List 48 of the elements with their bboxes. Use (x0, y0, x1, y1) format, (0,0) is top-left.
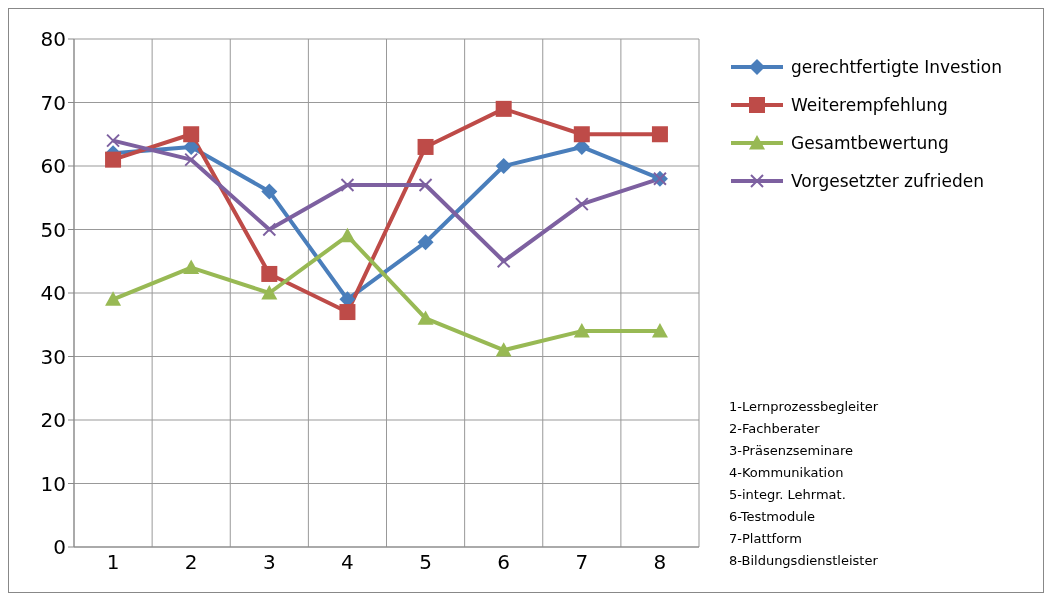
point (651, 126, 668, 143)
point (261, 265, 278, 282)
legend-label: Gesamtbewertung (791, 133, 949, 153)
point (651, 323, 668, 338)
y-tick-label: 10 (40, 471, 66, 496)
x-tick-label: 6 (497, 550, 511, 575)
text: 2-Fachberater (729, 420, 821, 438)
y-tick-label: 40 (40, 281, 66, 306)
x-tick-label: 1 (106, 550, 120, 575)
point (573, 323, 590, 338)
point (417, 234, 434, 251)
point (105, 151, 122, 168)
point (495, 342, 512, 357)
y-tick-label: 80 (40, 27, 66, 52)
text: 8-Bildungsdienstleister (729, 552, 879, 570)
text: 7-Plattform (729, 530, 803, 548)
y-tick-label: 0 (53, 535, 66, 560)
point (495, 158, 512, 174)
text: 5-integr. Lehrmat. (729, 486, 847, 504)
text: 4-Kommunikation (729, 464, 845, 482)
point (495, 100, 512, 117)
text: 6-Testmodule (729, 508, 817, 526)
point (339, 304, 356, 321)
point (339, 227, 356, 243)
x-tick-label: 5 (419, 550, 432, 575)
point (261, 183, 278, 200)
y-tick-label: 50 (40, 217, 66, 242)
text: 1-Lernprozessbegleiter (729, 398, 880, 416)
x-tick-label: 3 (262, 550, 276, 575)
x-tick-label: 8 (653, 550, 667, 575)
legend-label: gerechtfertigte Investion (791, 57, 1002, 77)
x-tick-label: 2 (184, 550, 198, 575)
point (261, 285, 278, 300)
legend-label: Vorgesetzter zufrieden (791, 171, 984, 191)
legend-label: Weiterempfehlung (791, 95, 948, 115)
y-tick-label: 60 (40, 154, 66, 179)
point (105, 291, 122, 306)
x-tick-label: 7 (575, 550, 589, 575)
y-tick-label: 30 (40, 344, 66, 369)
y-tick-label: 20 (40, 408, 66, 433)
point (183, 126, 200, 143)
x-tick-label: 4 (341, 550, 354, 575)
text: 3-Präsenzseminare (729, 442, 855, 460)
y-tick-label: 70 (40, 90, 66, 115)
point (573, 126, 590, 143)
point (417, 138, 434, 155)
point (183, 259, 200, 274)
point (417, 310, 434, 325)
